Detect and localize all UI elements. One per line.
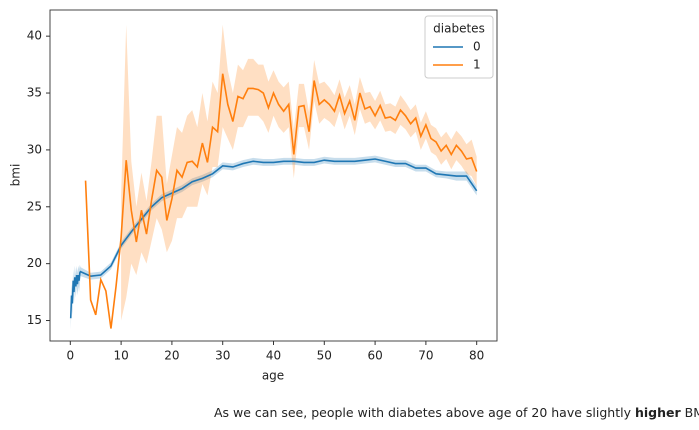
x-axis-label: age [262, 369, 284, 383]
caption-bold: higher [634, 405, 681, 420]
line [69, 158, 478, 319]
y-tick-label: 15 [27, 313, 42, 327]
y-tick-label: 25 [27, 199, 42, 213]
caption-text: As we can see, people with diabetes abov… [214, 405, 635, 420]
legend-label: 0 [473, 40, 481, 54]
line [84, 73, 478, 329]
x-tick-label: 30 [215, 349, 230, 363]
caption: As we can see, people with diabetes abov… [214, 405, 699, 420]
y-tick-label: 30 [27, 142, 42, 156]
x-tick-label: 10 [113, 349, 128, 363]
confidence-band [121, 24, 477, 321]
x-tick-label: 0 [66, 349, 74, 363]
y-tick-label: 20 [27, 256, 42, 270]
x-tick-label: 80 [469, 349, 484, 363]
caption-text: BMI than ones without diabetes. [684, 405, 699, 420]
legend-title: diabetes [433, 22, 485, 36]
legend-label: 1 [473, 58, 481, 72]
y-tick-label: 35 [27, 86, 42, 100]
legend: diabetes 0 1 [424, 15, 494, 79]
y-tick-label: 40 [27, 29, 42, 43]
x-tick-label: 20 [164, 349, 179, 363]
x-tick-label: 70 [418, 349, 433, 363]
y-axis-label: bmi [9, 164, 23, 187]
x-tick-label: 40 [266, 349, 281, 363]
x-tick-label: 50 [317, 349, 332, 363]
x-tick-label: 60 [367, 349, 382, 363]
chart: age bmi 0 10 20 30 40 50 60 70 80152025303540dia… [9, 9, 498, 383]
